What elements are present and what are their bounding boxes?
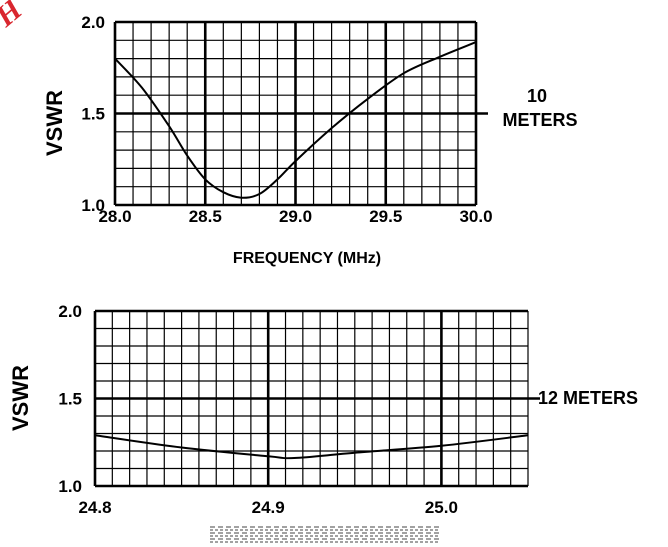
x-tick-label: 24.8: [78, 498, 111, 517]
watermark-text: H: [0, 0, 30, 34]
chart-12-ticks: 24.8 24.9 25.0 1.0 1.5 2.0: [58, 302, 458, 517]
chart-10-band-label-line2: METERS: [502, 110, 577, 130]
x-tick-label: 29.0: [279, 207, 312, 226]
chart-12-vswr-curve: [94, 434, 529, 460]
print-smudge: [210, 526, 440, 543]
chart-10-meters: 28.0 28.5 29.0 29.5 30.0 1.0 1.5 2.0 VSWR FREQU…: [42, 13, 578, 267]
chart-12-band-label: 12 METERS: [538, 388, 638, 408]
chart-10-band-label-line1: 10: [527, 86, 547, 106]
x-tick-label: 29.5: [369, 207, 402, 226]
chart-10-ticks: 28.0 28.5 29.0 29.5 30.0 1.0 1.5 2.0: [81, 13, 492, 226]
chart-10-vswr-curve: [114, 41, 477, 199]
y-tick-label: 1.0: [81, 196, 105, 215]
y-tick-label: 2.0: [58, 302, 82, 321]
chart-12-ylabel: VSWR: [8, 365, 33, 431]
chart-10-xlabel: FREQUENCY (MHz): [233, 250, 381, 267]
x-tick-label: 28.0: [98, 207, 131, 226]
y-tick-label: 1.0: [58, 477, 82, 496]
x-tick-label: 30.0: [459, 207, 492, 226]
y-tick-label: 2.0: [81, 13, 105, 32]
x-tick-label: 28.5: [189, 207, 222, 226]
y-tick-label: 1.5: [58, 390, 82, 409]
chart-12-meters: 24.8 24.9 25.0 1.0 1.5 2.0 VSWR 12 METERS: [8, 302, 638, 517]
y-tick-label: 1.5: [81, 105, 105, 124]
chart-10-grid: [113, 20, 488, 207]
x-tick-label: 24.9: [252, 498, 285, 517]
x-tick-label: 25.0: [425, 498, 458, 517]
chart-12-grid: [93, 309, 540, 488]
chart-10-ylabel: VSWR: [42, 90, 67, 156]
